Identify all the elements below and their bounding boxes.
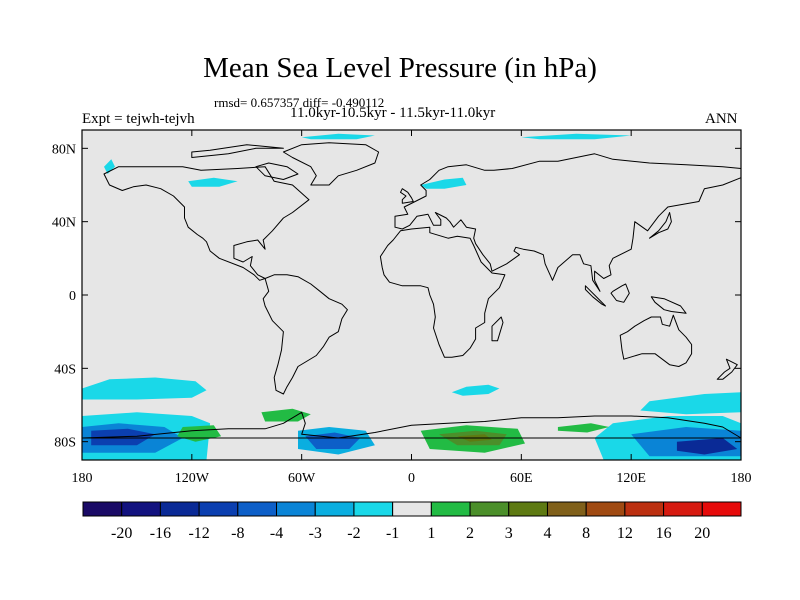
experiment-label: Expt = tejwh-tejvh <box>82 111 195 127</box>
colorbar-swatch <box>392 501 432 517</box>
x-tick-label: 60W <box>288 471 316 486</box>
coast-greenland <box>282 142 380 186</box>
colorbar-swatch <box>469 501 510 517</box>
season-label: ANN <box>705 111 738 127</box>
stats-line: rmsd= 0.657357 diff= -0.490112 <box>214 95 385 110</box>
colorbar-swatch <box>159 501 200 517</box>
chart-title: Mean Sea Level Pressure (in hPa) <box>203 52 597 84</box>
y-tick-label: 0 <box>69 289 76 304</box>
anomaly-east-antarctic-deep <box>676 438 738 455</box>
anomaly-arctic-east <box>521 133 632 140</box>
colorbar-label: -3 <box>309 525 322 542</box>
anomaly-scandinavia <box>420 177 467 189</box>
anomaly-sw-pacific <box>82 377 207 400</box>
x-tick-label: 120W <box>175 471 210 486</box>
colorbar-label: -2 <box>347 525 360 542</box>
colorbar-swatch <box>663 501 703 517</box>
colorbar-label: 12 <box>617 525 633 542</box>
colorbar-label: -1 <box>386 525 399 542</box>
anomaly-hudson <box>188 177 238 187</box>
colorbar-label: 1 <box>427 525 435 542</box>
coast-south-america <box>262 274 348 395</box>
coast-british-isles <box>400 188 414 204</box>
coast-madagascar <box>491 316 504 342</box>
period-line: 11.0kyr-10.5kyr - 11.5kyr-11.0kyr <box>290 105 496 121</box>
colorbar-swatch <box>276 501 316 517</box>
colorbar-swatch <box>546 501 587 517</box>
coast-north-america <box>103 166 310 281</box>
colorbar-label: -8 <box>231 525 244 542</box>
colorbar-label: -20 <box>111 525 132 542</box>
anomaly-bellingshausen <box>261 408 311 422</box>
anomaly-alaska <box>104 159 115 174</box>
colorbar-label: 3 <box>505 525 513 542</box>
colorbar-swatch <box>701 501 742 517</box>
coast-new-zealand <box>716 358 738 380</box>
coast-arctic-islands <box>191 144 284 158</box>
colorbar-swatch <box>353 501 394 517</box>
anomaly-indian-ocean <box>640 392 741 415</box>
colorbar-label: 4 <box>543 525 551 542</box>
anomaly-wilkes <box>557 423 610 433</box>
colorbar-swatch <box>314 501 355 517</box>
colorbar-label: 8 <box>582 525 590 542</box>
colorbar-swatch <box>624 501 665 517</box>
x-tick-label: 60E <box>510 471 533 486</box>
colorbar-label: -4 <box>270 525 283 542</box>
colorbar-label: 20 <box>694 525 710 542</box>
coast-antarctica <box>81 411 742 439</box>
colorbar-label: 16 <box>656 525 672 542</box>
y-tick-label: 40N <box>52 216 76 231</box>
coast-australia <box>619 314 693 367</box>
colorbar-label: 2 <box>466 525 474 542</box>
colorbar-swatch <box>430 501 471 517</box>
x-tick-label: 180 <box>72 471 93 486</box>
anomaly-arctic <box>301 133 375 140</box>
x-tick-label: 0 <box>408 471 415 486</box>
coast-africa <box>379 226 506 358</box>
colorbar-swatch <box>508 501 548 517</box>
colorbar-swatch <box>237 501 278 517</box>
x-tick-label: 120E <box>616 471 646 486</box>
colorbar-label: -16 <box>150 525 171 542</box>
coast-japan <box>649 212 672 239</box>
colorbar-swatch <box>585 501 626 517</box>
coast-borneo <box>610 283 630 303</box>
y-tick-label: 40S <box>54 362 76 377</box>
coast-sumatra <box>584 285 606 307</box>
coast-baffin <box>255 162 299 180</box>
colorbar-label: -12 <box>188 525 209 542</box>
colorbar-swatch <box>82 501 123 517</box>
coast-new-guinea <box>650 296 687 314</box>
coast-eurasia <box>394 153 742 292</box>
x-tick-label: 180 <box>731 471 752 486</box>
colorbar-swatch <box>198 501 239 517</box>
colorbar-swatch <box>121 501 161 517</box>
y-tick-label: 80S <box>54 436 76 451</box>
anomaly-south-atlantic <box>451 384 500 396</box>
y-tick-label: 80N <box>52 142 76 157</box>
